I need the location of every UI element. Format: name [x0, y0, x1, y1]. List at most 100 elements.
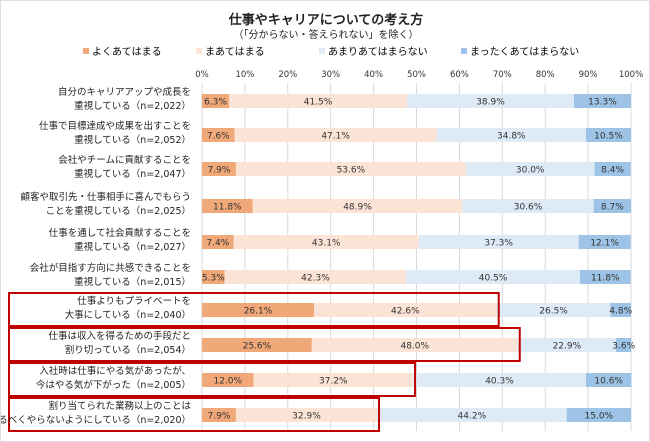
- x-tick-label: 70%: [493, 70, 512, 80]
- category-label: 会社やチームに貢献することを重視している（n=2,047）: [58, 154, 191, 182]
- x-tick-label: 30%: [321, 70, 340, 80]
- bar-segment: [202, 128, 235, 142]
- data-label: 11.8%: [213, 203, 242, 213]
- highlight-box: [8, 327, 521, 362]
- category-label-line: なるべくやらないようにしている（n=2,020）: [0, 415, 191, 426]
- data-label: 11.8%: [591, 274, 620, 284]
- bar-segment: [233, 235, 419, 249]
- data-label: 3.6%: [612, 342, 635, 352]
- legend-item: まったくあてはまらない: [461, 43, 579, 58]
- category-label: 自分のキャリアアップや成長を 重視している（n=2,022）: [58, 86, 191, 114]
- bar-segment: [496, 303, 611, 317]
- data-label: 7.6%: [207, 132, 230, 142]
- category-label-line: 仕事を通して社会貢献することを: [48, 228, 191, 239]
- bar-segment: [235, 162, 466, 176]
- data-label: 12.1%: [590, 239, 619, 249]
- bar-segment: [229, 94, 408, 108]
- bar-segment: [313, 303, 497, 317]
- bar-segment: [202, 408, 236, 422]
- data-label: 13.3%: [588, 98, 617, 108]
- category-label: 仕事で目標達成や成果を出すことを 重視している（n=2,052）: [39, 120, 191, 148]
- bar-segment: [517, 338, 616, 352]
- bar-segment: [202, 235, 234, 249]
- data-label: 48.9%: [343, 203, 372, 213]
- data-label: 41.5%: [304, 98, 333, 108]
- legend-swatch: [461, 47, 467, 54]
- bar-segment: [436, 128, 586, 142]
- category-label-line: 顧客や取引先・仕事相手に喜んでもらう: [20, 192, 191, 203]
- x-tick-label: 40%: [364, 70, 383, 80]
- legend-item: まあてはまる: [196, 43, 265, 58]
- category-label-line: 入社時は仕事にやる気があったが、: [39, 366, 191, 377]
- data-label: 10.6%: [594, 377, 623, 387]
- legend-swatch: [196, 47, 202, 54]
- bar-segment: [202, 270, 225, 284]
- data-label: 25.6%: [243, 342, 272, 352]
- data-label: 6.3%: [204, 98, 227, 108]
- bar-segment: [594, 162, 631, 176]
- data-label: 4.8%: [609, 307, 632, 317]
- category-label-line: 重視している（n=2,047）: [74, 169, 191, 180]
- category-label-line: 今はやる気が下がった（n=2,005）: [35, 380, 191, 391]
- x-tick-label: 100%: [619, 70, 643, 80]
- data-label: 8.7%: [601, 203, 624, 213]
- legend-item: あまりあてはまらない: [319, 43, 428, 58]
- bar-segment: [224, 270, 407, 284]
- highlight-box: [8, 397, 381, 432]
- data-label: 47.1%: [321, 132, 350, 142]
- data-label: 15.0%: [585, 412, 614, 422]
- data-label: 42.3%: [301, 274, 330, 284]
- bar-segment: [585, 128, 631, 142]
- legend-label: まあてはまる: [205, 47, 265, 58]
- bar-segment: [585, 373, 632, 387]
- x-tick-label: 10%: [235, 70, 254, 80]
- data-label: 30.6%: [514, 203, 543, 213]
- bar-segment: [202, 303, 314, 317]
- category-label-line: 重視している（n=2,015）: [74, 277, 191, 288]
- category-label-line: 大事にしている（n=2,040）: [64, 310, 191, 321]
- category-label-line: 会社が目指す方向に共感できることを: [29, 263, 191, 274]
- bar-segment: [407, 94, 574, 108]
- bar-segment: [615, 338, 632, 352]
- data-label: 43.1%: [312, 239, 341, 249]
- category-label-line: ことを重視している（n=2,025）: [45, 206, 191, 217]
- category-label: 仕事よりもプライベートを 大事にしている（n=2,040）: [65, 295, 191, 323]
- data-label: 53.6%: [337, 166, 366, 176]
- bar-segment: [253, 373, 414, 387]
- x-tick-label: 60%: [450, 70, 469, 80]
- data-label: 7.9%: [208, 412, 231, 422]
- category-label: 仕事は収入を得るための手段だと 割り切っている（n=2,054）: [48, 330, 191, 358]
- data-label: 42.6%: [391, 307, 420, 317]
- highlight-box: [8, 362, 417, 397]
- data-label: 37.3%: [484, 239, 513, 249]
- data-label: 40.3%: [485, 377, 514, 387]
- bar-segment: [610, 303, 631, 317]
- data-label: 34.8%: [497, 132, 526, 142]
- bar-segment: [406, 270, 580, 284]
- data-label: 40.5%: [479, 274, 508, 284]
- legend-label: あまりあてはまらない: [328, 47, 428, 58]
- legend-swatch: [83, 47, 89, 54]
- bar-segment: [202, 338, 312, 352]
- bar-segment: [462, 199, 594, 213]
- data-label: 5.3%: [202, 274, 225, 284]
- bar-segment: [593, 199, 631, 213]
- bar-segment: [202, 94, 230, 108]
- category-label-line: 重視している（n=2,052）: [74, 135, 191, 146]
- bar-segment: [235, 408, 378, 422]
- data-label: 22.9%: [553, 342, 582, 352]
- x-tick-label: 90%: [579, 70, 598, 80]
- data-label: 26.1%: [244, 307, 273, 317]
- x-tick-label: 0%: [195, 70, 209, 80]
- bar-segment: [579, 270, 631, 284]
- data-label: 38.9%: [476, 98, 505, 108]
- category-label-line: 会社やチームに貢献することを: [58, 155, 191, 166]
- category-label: 割り当てられた業務以上のことは なるべくやらないようにしている（n=2,020）: [0, 400, 191, 428]
- data-label: 12.0%: [213, 377, 242, 387]
- legend-item: よくあてはまる: [83, 43, 162, 58]
- bar-segment: [234, 128, 437, 142]
- bar-segment: [311, 338, 518, 352]
- legend-label: まったくあてはまらない: [470, 47, 580, 58]
